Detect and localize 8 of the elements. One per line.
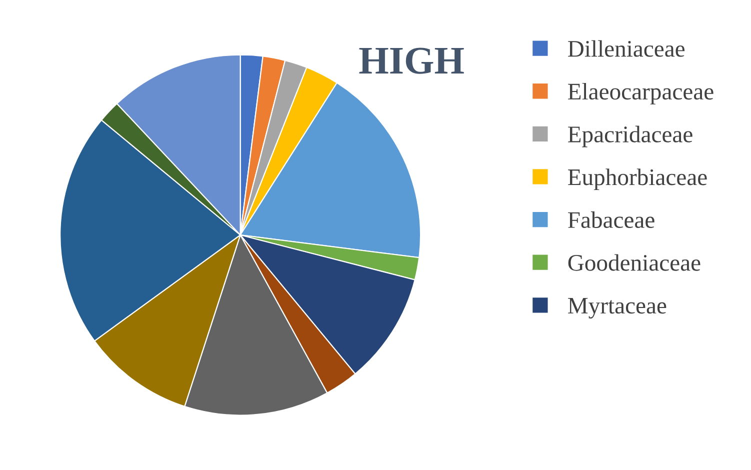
legend-label: Elaeocarpaceae	[568, 83, 714, 104]
legend-label: Dilleniaceae	[568, 40, 685, 57]
legend-label: Goodeniaceae	[568, 254, 700, 271]
legend-label: Epacridaceae	[568, 126, 692, 148]
legend-label: Myrtaceae	[568, 298, 666, 319]
legend-label: Fabaceae	[568, 211, 654, 228]
legend-label: Euphorbiaceae	[568, 168, 707, 190]
chart-title: HIGH	[359, 48, 464, 74]
